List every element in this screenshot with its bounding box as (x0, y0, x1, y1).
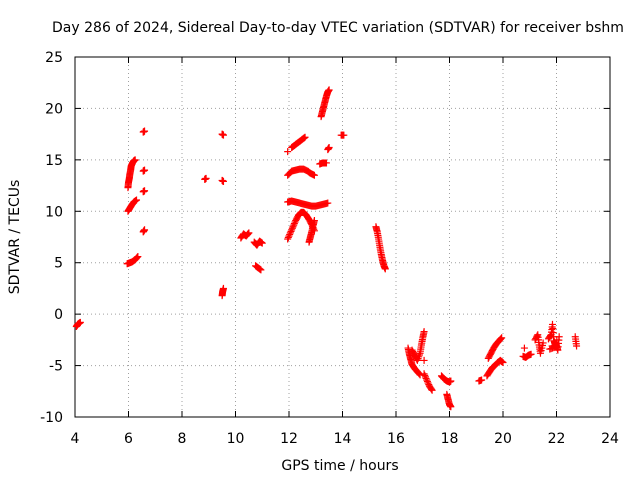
data-point (133, 196, 141, 204)
y-axis-ticks: -10 -5 0 5 10 15 20 25 (40, 50, 610, 426)
data-point (290, 221, 298, 229)
data-point (133, 254, 141, 262)
data-point (286, 229, 294, 237)
x-tick-label: 12 (280, 431, 298, 447)
data-point (423, 378, 431, 386)
data-point (421, 373, 429, 381)
data-point (288, 224, 296, 232)
y-tick-label: 20 (45, 101, 63, 117)
data-point (496, 335, 504, 343)
data-point (420, 370, 428, 378)
data-point (310, 217, 318, 225)
x-axis-ticks: 4 6 8 10 12 14 16 18 20 22 24 (71, 57, 619, 447)
data-point (258, 239, 266, 247)
x-tick-label: 20 (494, 431, 512, 447)
data-point (551, 343, 559, 351)
x-tick-label: 18 (441, 431, 459, 447)
grid (75, 57, 610, 417)
data-point (219, 131, 227, 139)
y-tick-label: 5 (54, 256, 63, 272)
data-point (422, 374, 430, 382)
data-point (286, 230, 294, 238)
data-point (76, 318, 84, 326)
data-point (245, 229, 253, 237)
data-point (447, 377, 455, 385)
data-point (133, 253, 141, 261)
data-point (284, 235, 292, 243)
data-points (72, 86, 581, 411)
data-point (219, 177, 227, 185)
y-axis-label: SDTVAR / TECUs (7, 180, 23, 295)
y-tick-label: -5 (49, 359, 63, 375)
data-point (499, 358, 507, 366)
data-point (421, 371, 429, 379)
data-point (285, 232, 293, 240)
data-point (325, 144, 333, 152)
x-tick-label: 10 (227, 431, 245, 447)
data-point (424, 379, 432, 387)
data-point (141, 127, 149, 135)
data-point (478, 376, 486, 384)
x-tick-label: 24 (601, 431, 619, 447)
data-point (134, 253, 142, 261)
x-tick-label: 16 (387, 431, 405, 447)
data-point (447, 403, 455, 411)
data-point (287, 227, 295, 235)
x-tick-label: 4 (71, 431, 80, 447)
x-axis-label: GPS time / hours (281, 458, 398, 474)
data-point (290, 220, 298, 228)
x-tick-label: 22 (548, 431, 566, 447)
data-point (381, 265, 389, 273)
data-point (573, 342, 581, 350)
data-point (498, 334, 506, 342)
data-point (244, 230, 252, 238)
data-point (325, 86, 333, 94)
y-tick-label: 25 (45, 50, 63, 66)
data-point (141, 166, 149, 174)
data-point (310, 171, 318, 179)
data-point (257, 266, 265, 274)
data-point (428, 386, 436, 394)
x-tick-label: 6 (124, 431, 133, 447)
data-point (423, 376, 431, 384)
data-point (420, 356, 428, 364)
y-tick-label: 15 (45, 153, 63, 169)
data-point (202, 174, 210, 182)
data-point (301, 133, 309, 141)
data-point (497, 335, 505, 343)
data-point (340, 131, 348, 139)
x-tick-label: 8 (178, 431, 187, 447)
data-point (141, 226, 149, 234)
x-tick-label: 14 (334, 431, 352, 447)
y-tick-label: 0 (54, 307, 63, 323)
data-point (427, 385, 435, 393)
data-point (324, 199, 332, 207)
data-point (539, 339, 547, 347)
data-point (533, 332, 541, 340)
data-point (284, 148, 292, 156)
data-point (284, 234, 292, 242)
data-point (131, 156, 139, 164)
data-point (520, 344, 528, 352)
data-point (527, 350, 535, 358)
y-tick-label: 10 (45, 204, 63, 220)
y-tick-label: -10 (40, 410, 63, 426)
data-point (289, 223, 297, 231)
data-point (288, 226, 296, 234)
data-point (322, 159, 330, 167)
data-point (244, 230, 252, 238)
data-point (420, 328, 428, 336)
chart-title: Day 286 of 2024, Sidereal Day-to-day VTE… (52, 20, 624, 36)
data-point (141, 187, 149, 195)
data-point (219, 284, 227, 292)
